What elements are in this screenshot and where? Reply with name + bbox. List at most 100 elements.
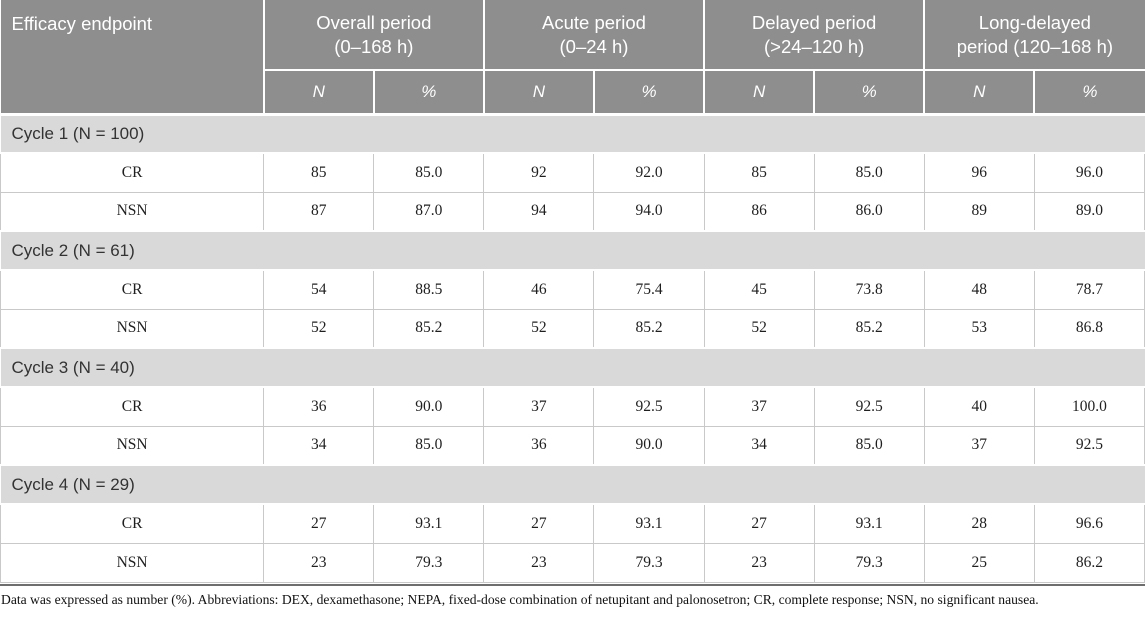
value-cell: 73.8: [813, 269, 925, 310]
group-header-delayed: Delayed period (>24–120 h): [703, 0, 926, 71]
value-cell: 85.0: [373, 425, 485, 466]
value-cell: 96: [923, 152, 1035, 193]
subheader-cell: %: [813, 69, 926, 116]
value-cell: 45: [703, 269, 815, 310]
value-cell: 34: [703, 425, 815, 466]
endpoint-cell: CR: [0, 152, 265, 193]
section-label: Cycle 2 (N = 61): [0, 230, 1145, 271]
value-cell: 85: [703, 152, 815, 193]
value-cell: 23: [483, 542, 595, 583]
subheader-cell: N: [482, 69, 595, 116]
value-cell: 85.2: [593, 308, 705, 349]
value-cell: 93.1: [373, 503, 485, 544]
value-cell: 87: [263, 191, 375, 232]
section-row-cycle1: Cycle 1 (N = 100): [0, 113, 1145, 154]
value-cell: 48: [923, 269, 1035, 310]
table-row: NSN 34 85.0 36 90.0 34 85.0 37 92.5: [0, 425, 1145, 466]
section-row-cycle4: Cycle 4 (N = 29): [0, 464, 1145, 505]
value-cell: 75.4: [593, 269, 705, 310]
value-cell: 79.3: [373, 542, 485, 583]
group-header-long-delayed: Long-delayed period (120–168 h): [923, 0, 1145, 71]
table-body: Cycle 1 (N = 100) CR 85 85.0 92 92.0 85 …: [0, 113, 1145, 583]
value-cell: 34: [263, 425, 375, 466]
value-cell: 90.0: [373, 386, 485, 427]
value-cell: 28: [923, 503, 1035, 544]
value-cell: 54: [263, 269, 375, 310]
efficacy-table: Efficacy endpoint Overall period (0–168 …: [0, 0, 1145, 583]
subheader-cell: N: [703, 69, 816, 116]
value-cell: 100.0: [1033, 386, 1145, 427]
value-cell: 85.2: [813, 308, 925, 349]
table-row: CR 27 93.1 27 93.1 27 93.1 28 96.6: [0, 503, 1145, 544]
value-cell: 85: [263, 152, 375, 193]
header-sub-row: N % N % N % N %: [1, 69, 1145, 116]
endpoint-cell: NSN: [0, 308, 265, 349]
endpoint-cell: CR: [0, 386, 265, 427]
endpoint-cell: NSN: [0, 542, 265, 583]
value-cell: 85.0: [813, 152, 925, 193]
value-cell: 86: [703, 191, 815, 232]
section-label: Cycle 4 (N = 29): [0, 464, 1145, 505]
corner-header-cell: Efficacy endpoint: [0, 0, 265, 116]
value-cell: 36: [263, 386, 375, 427]
value-cell: 37: [703, 386, 815, 427]
subheader-cell: %: [1033, 69, 1145, 116]
group-header-line1: Acute period: [542, 11, 646, 33]
section-label: Cycle 3 (N = 40): [0, 347, 1145, 388]
value-cell: 27: [483, 503, 595, 544]
value-cell: 87.0: [373, 191, 485, 232]
value-cell: 27: [703, 503, 815, 544]
value-cell: 46: [483, 269, 595, 310]
section-row-cycle2: Cycle 2 (N = 61): [0, 230, 1145, 271]
value-cell: 25: [923, 542, 1035, 583]
value-cell: 88.5: [373, 269, 485, 310]
table-bottom-rule: [0, 583, 1145, 586]
endpoint-cell: CR: [0, 503, 265, 544]
table-row: CR 54 88.5 46 75.4 45 73.8 48 78.7: [0, 269, 1145, 310]
value-cell: 96.0: [1033, 152, 1145, 193]
group-header-line1: Overall period: [316, 11, 432, 33]
group-header-line2: period (120–168 h): [956, 35, 1114, 57]
group-header-line1: Long-delayed: [978, 11, 1091, 33]
value-cell: 23: [263, 542, 375, 583]
value-cell: 93.1: [813, 503, 925, 544]
value-cell: 89: [923, 191, 1035, 232]
value-cell: 52: [263, 308, 375, 349]
value-cell: 86.2: [1033, 542, 1145, 583]
value-cell: 92.5: [813, 386, 925, 427]
table-row: NSN 52 85.2 52 85.2 52 85.2 53 86.8: [0, 308, 1145, 349]
section-row-cycle3: Cycle 3 (N = 40): [0, 347, 1145, 388]
group-header-line2: (0–24 h): [559, 35, 629, 57]
subheader-cell: %: [592, 69, 706, 116]
value-cell: 85.0: [373, 152, 485, 193]
group-header-line2: (0–168 h): [334, 35, 414, 57]
value-cell: 86.8: [1033, 308, 1145, 349]
subheader-cell: N: [262, 69, 375, 116]
value-cell: 96.6: [1033, 503, 1145, 544]
value-cell: 40: [923, 386, 1035, 427]
subheader-cell: N: [923, 69, 1036, 116]
endpoint-cell: NSN: [0, 425, 265, 466]
section-label: Cycle 1 (N = 100): [0, 113, 1145, 154]
table-row: NSN 23 79.3 23 79.3 23 79.3 25 86.2: [0, 542, 1145, 583]
value-cell: 92: [483, 152, 595, 193]
value-cell: 86.0: [813, 191, 925, 232]
header-group-row: Efficacy endpoint Overall period (0–168 …: [0, 0, 1145, 116]
value-cell: 92.5: [593, 386, 705, 427]
value-cell: 78.7: [1033, 269, 1145, 310]
table-row: CR 36 90.0 37 92.5 37 92.5 40 100.0: [0, 386, 1145, 427]
value-cell: 53: [923, 308, 1035, 349]
endpoint-cell: NSN: [0, 191, 265, 232]
value-cell: 94: [483, 191, 595, 232]
value-cell: 23: [703, 542, 815, 583]
table-header: Efficacy endpoint Overall period (0–168 …: [0, 0, 1145, 116]
group-header-overall: Overall period (0–168 h): [262, 0, 485, 71]
value-cell: 93.1: [593, 503, 705, 544]
value-cell: 94.0: [593, 191, 705, 232]
endpoint-cell: CR: [0, 269, 265, 310]
table-row: NSN 87 87.0 94 94.0 86 86.0 89 89.0: [0, 191, 1145, 232]
table-row: CR 85 85.0 92 92.0 85 85.0 96 96.0: [0, 152, 1145, 193]
value-cell: 89.0: [1033, 191, 1145, 232]
value-cell: 79.3: [813, 542, 925, 583]
